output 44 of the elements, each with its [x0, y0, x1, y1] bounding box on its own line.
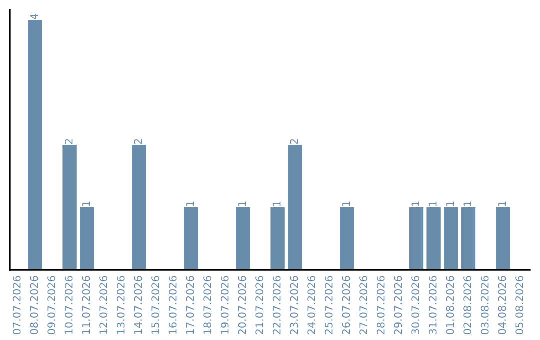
x-tick-label: 04.08.2026 [498, 276, 506, 335]
data-label: 4 [30, 14, 38, 20]
data-label: 1 [498, 202, 506, 206]
data-label: 1 [412, 202, 420, 206]
x-tick-label: 25.07.2026 [324, 276, 333, 334]
x-tick-label: 13.07.2026 [116, 276, 125, 334]
x-tick-label: 07.07.2026 [12, 276, 21, 335]
x-tick-label: 22.07.2026 [272, 276, 281, 334]
data-label: 1 [82, 202, 90, 206]
x-tick-label: 23.07.2026 [290, 276, 298, 334]
data-label: 1 [342, 202, 350, 206]
data-label: 1 [464, 202, 472, 206]
x-tick-label: 12.07.2026 [100, 276, 108, 334]
x-tick-label: 18.07.2026 [204, 276, 212, 334]
x-tick-label: 30.07.2026 [412, 276, 420, 334]
data-label: 1 [238, 202, 246, 206]
x-tick-label: 17.07.2026 [186, 276, 194, 334]
x-tick-label: 27.07.2026 [360, 276, 368, 334]
data-label: 2 [134, 139, 142, 144]
x-tick-label: 14.07.2026 [134, 276, 142, 334]
data-label: 1 [186, 202, 194, 206]
x-tick-label: 16.07.2026 [168, 276, 177, 334]
data-label: 2 [64, 139, 73, 144]
x-tick-label: 15.07.2026 [152, 276, 160, 334]
x-tick-label: 21.07.2026 [256, 276, 264, 334]
data-label: 2 [290, 139, 298, 144]
x-tick-label: 09.07.2026 [48, 276, 56, 335]
x-tick-label: 29.07.2026 [394, 276, 402, 334]
x-tick-label: 01.08.2026 [446, 276, 454, 335]
data-label: 1 [429, 202, 437, 206]
data-label: 1 [273, 202, 281, 206]
x-tick-label: 03.08.2026 [480, 276, 489, 335]
x-tick-label: 10.07.2026 [64, 276, 73, 334]
x-tick-label: 31.07.2026 [428, 276, 437, 334]
x-tick-label: 11.07.2026 [82, 276, 90, 334]
x-tick-label: 05.08.2026 [516, 276, 524, 335]
x-tick-label: 28.07.2026 [376, 276, 385, 334]
x-tick-label: 08.07.2026 [30, 276, 38, 335]
x-tick-label: 26.07.2026 [342, 276, 350, 334]
x-tick-label: 24.07.2026 [308, 276, 316, 334]
x-tick-label: 19.07.2026 [220, 276, 229, 334]
data-label: 1 [446, 202, 454, 206]
x-tick-label: 02.08.2026 [464, 276, 472, 335]
x-tick-label: 20.07.2026 [238, 276, 246, 334]
